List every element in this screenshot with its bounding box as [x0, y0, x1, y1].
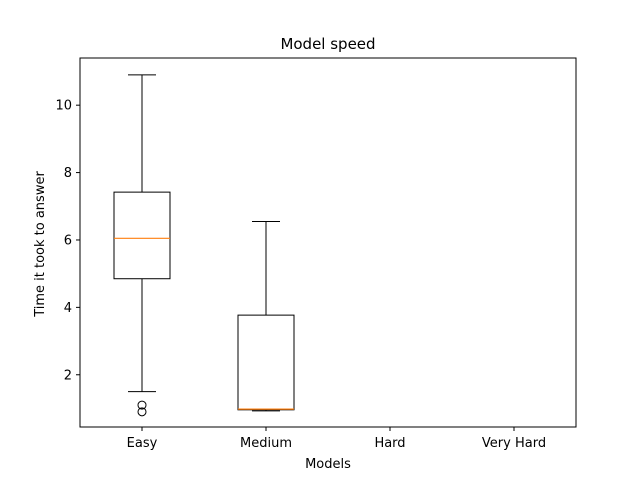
y-tick-label: 10: [55, 99, 72, 114]
plot-area: 2 4 6 8 10 Easy Medium Hard Very Hard: [55, 57, 577, 451]
x-axis-label: Models: [305, 457, 351, 472]
x-tick-label: Easy: [127, 436, 158, 451]
x-tick-label: Very Hard: [482, 436, 546, 451]
y-tick-label: 2: [64, 368, 72, 383]
y-tick-label: 6: [64, 233, 72, 248]
outlier-easy: [137, 407, 147, 417]
y-tick-label: 8: [64, 166, 72, 181]
outlier-easy: [137, 400, 147, 410]
plot-frame: [79, 57, 577, 428]
y-tick-label: 4: [64, 301, 72, 316]
x-tick-label: Medium: [240, 436, 292, 451]
chart-title: Model speed: [280, 35, 375, 53]
box-medium: [237, 314, 295, 411]
y-axis-label: Time it took to answer: [33, 171, 48, 318]
x-tick-label: Hard: [374, 436, 405, 451]
box-easy: [113, 191, 171, 280]
